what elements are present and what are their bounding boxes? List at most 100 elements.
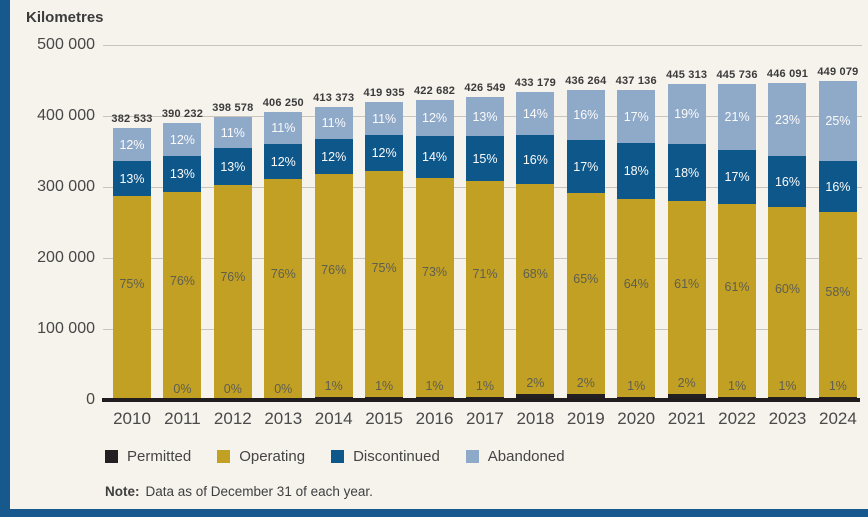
bar-total-label: 406 250 — [262, 97, 304, 109]
segment-percent-label: 17% — [724, 170, 750, 184]
segment-percent-label: 75% — [371, 261, 397, 276]
x-axis-year-label: 2020 — [617, 409, 656, 428]
bar-column: 436 264 16% 17% 65% 2% 2019 — [565, 45, 606, 428]
bar-segment-operating: 68% 2% — [516, 184, 555, 394]
segment-percent-label: 21% — [724, 110, 750, 124]
plot-area: 382 533 12% 13% 75% 2010 390 232 12% 13% 76% 0% 20… — [37, 36, 862, 428]
bar-column: 437 136 17% 18% 64% 1% 2020 — [615, 45, 657, 428]
bar-total-label: 437 136 — [615, 75, 657, 87]
permitted-percent-label: 2% — [576, 376, 595, 390]
x-axis-year-label: 2013 — [264, 409, 303, 428]
segment-percent-label: 13% — [472, 109, 498, 124]
bar-total-label: 413 373 — [313, 92, 355, 104]
x-axis-year-label: 2010 — [113, 409, 151, 428]
bar-segment-abandoned: 19% — [667, 84, 706, 144]
segment-percent-label: 16% — [522, 152, 548, 167]
left-accent-bar — [0, 0, 10, 517]
segment-percent-label: 16% — [774, 174, 800, 189]
permitted-percent-label: 1% — [728, 379, 747, 393]
bottom-accent-bar — [0, 509, 868, 517]
note: Note: Data as of December 31 of each year… — [105, 484, 373, 499]
segment-percent-label: 23% — [774, 112, 800, 127]
legend-item-permitted: Permitted — [105, 448, 191, 465]
y-axis-tick-label: 500 000 — [37, 36, 95, 53]
bar-segment-abandoned: 11% — [365, 102, 404, 135]
segment-percent-label: 76% — [321, 262, 347, 277]
segment-percent-label: 76% — [270, 267, 296, 282]
gridline — [103, 44, 862, 46]
bar-total-label: 382 533 — [111, 113, 153, 125]
segment-percent-label: 73% — [422, 265, 448, 280]
bar-segment-operating: 65% 2% — [566, 193, 605, 394]
bar-segment-permitted — [667, 394, 706, 400]
bar-segment-abandoned: 12% — [415, 100, 454, 136]
segment-percent-label: 13% — [220, 159, 246, 174]
bar-segment-discontinued: 18% — [617, 143, 656, 199]
bar-column: 449 079 25% 16% 58% 1% 2024 — [817, 45, 858, 428]
legend-label: Permitted — [127, 448, 192, 465]
bar-segment-discontinued: 13% — [163, 156, 202, 192]
bar-segment-discontinued: 17% — [566, 140, 605, 193]
bar-total-label: 390 232 — [161, 108, 204, 120]
bar-column: 419 935 11% 12% 75% 1% 2015 — [364, 45, 405, 428]
segment-percent-label: 14% — [522, 106, 548, 121]
bar-segment-abandoned: 13% — [465, 97, 504, 136]
bar-segment-abandoned: 21% — [718, 84, 757, 150]
permitted-percent-label: 1% — [778, 379, 797, 393]
segment-percent-label: 64% — [623, 277, 649, 292]
permitted-percent-label: 1% — [475, 379, 494, 393]
segment-percent-label: 75% — [119, 276, 145, 291]
permitted-percent-label: 1% — [324, 379, 343, 393]
permitted-percent-label: 1% — [627, 379, 646, 393]
segment-percent-label: 12% — [270, 154, 296, 169]
segment-percent-label: 12% — [169, 132, 195, 147]
segment-percent-label: 17% — [623, 109, 649, 124]
segment-percent-label: 60% — [774, 281, 800, 296]
legend-label: Abandoned — [487, 448, 565, 465]
y-axis-tick-label: 0 — [86, 391, 95, 408]
bar-segment-operating: 76% 0% — [264, 179, 303, 400]
permitted-percent-label: 0% — [223, 382, 242, 396]
bar-segment-discontinued: 12% — [365, 135, 404, 171]
bar-segment-operating: 61% 1% — [718, 204, 757, 397]
y-axis-title: Kilometres — [26, 9, 104, 26]
bar-column: 446 091 23% 16% 60% 1% 2023 — [767, 45, 808, 428]
permitted-percent-label: 2% — [526, 376, 545, 390]
bar-segment-operating: 76% 0% — [163, 192, 202, 400]
x-axis-year-label: 2018 — [516, 409, 555, 428]
bar-column: 433 179 14% 16% 68% 2% 2018 — [514, 45, 556, 428]
legend-label: Discontinued — [353, 448, 440, 465]
bar-segment-operating: 76% 1% — [314, 174, 353, 397]
segment-percent-label: 16% — [573, 108, 599, 122]
x-axis-year-label: 2021 — [667, 409, 706, 428]
bar-segment-discontinued: 12% — [314, 139, 353, 174]
segment-percent-label: 16% — [825, 179, 851, 194]
bar-total-label: 445 736 — [716, 69, 758, 81]
bar-segment-discontinued: 13% — [213, 148, 252, 185]
y-axis-tick-label: 300 000 — [37, 178, 95, 195]
bar-segment-discontinued: 16% — [768, 156, 807, 207]
bar-column: 413 373 11% 12% 76% 1% 2014 — [313, 45, 355, 428]
y-axis-tick-label: 200 000 — [37, 249, 95, 266]
bar-segment-operating: 60% 1% — [768, 207, 807, 397]
legend-item-discontinued: Discontinued — [331, 448, 440, 465]
bar-column: 445 736 21% 17% 61% 1% 2022 — [716, 45, 758, 428]
segment-percent-label: 18% — [674, 165, 700, 180]
segment-percent-label: 12% — [422, 111, 448, 125]
bar-column: 426 549 13% 15% 71% 1% 2017 — [464, 45, 505, 428]
segment-percent-label: 61% — [724, 279, 750, 294]
bar-segment-operating: 75% — [113, 196, 151, 400]
bar-segment-abandoned: 23% — [768, 83, 807, 156]
x-axis-year-label: 2017 — [466, 409, 504, 428]
x-axis-baseline — [102, 398, 860, 402]
segment-percent-label: 13% — [169, 167, 195, 181]
legend-swatch — [105, 450, 118, 463]
bar-column: 398 578 11% 13% 76% 0% 2012 — [212, 45, 253, 428]
bar-total-label: 433 179 — [514, 77, 556, 89]
bar-segment-abandoned: 12% — [113, 128, 151, 161]
bar-segment-operating: 76% 0% — [213, 185, 252, 400]
permitted-percent-label: 2% — [677, 376, 696, 390]
permitted-percent-label: 0% — [173, 382, 192, 396]
bar-segment-abandoned: 25% — [818, 81, 857, 161]
